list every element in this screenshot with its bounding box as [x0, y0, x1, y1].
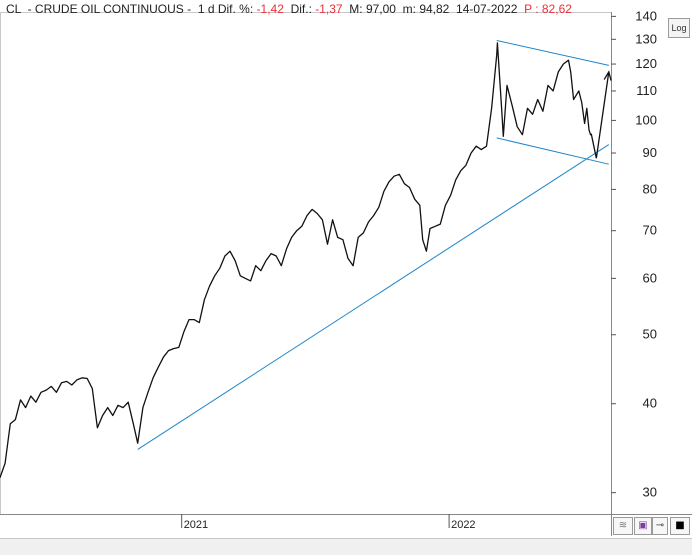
- header-min: m: 94,82: [402, 2, 450, 16]
- y-tick-label: 50: [643, 327, 657, 342]
- scrollbar[interactable]: [0, 538, 692, 555]
- y-tick-label: 60: [643, 270, 657, 285]
- color-square-icon[interactable]: ■: [670, 517, 690, 535]
- header-name: - CRUDE OIL CONTINUOUS -: [27, 2, 192, 16]
- projection-arrow-line: [590, 71, 610, 159]
- y-tick-label: 40: [643, 396, 657, 411]
- y-tick-label: 110: [636, 83, 657, 98]
- y-tick-label: 70: [643, 223, 657, 238]
- chart-header: CL - CRUDE OIL CONTINUOUS - 1 d Dif. %: …: [6, 2, 572, 16]
- header-dif-pct-value: -1,42: [256, 2, 284, 16]
- y-tick-label: 130: [635, 31, 657, 46]
- header-max: M: 97,00: [349, 2, 396, 16]
- projection-arrow-head: [603, 70, 612, 81]
- log-scale-toggle[interactable]: Log: [668, 18, 690, 38]
- y-tick-label: 140: [635, 8, 657, 23]
- header-symbol: CL: [6, 2, 21, 16]
- x-tick-label: 2022: [451, 519, 475, 531]
- header-dif-label: Dif.:: [290, 2, 312, 16]
- header-dif-value: -1,37: [315, 2, 343, 16]
- plot-area-frame: [0, 12, 612, 515]
- y-tick-label: 30: [643, 485, 657, 500]
- header-dif-pct-label: Dif. %:: [217, 2, 254, 16]
- y-tick-label: 90: [643, 145, 657, 160]
- y-tick-label: 80: [643, 181, 657, 196]
- channel-upper: [496, 40, 609, 66]
- support-line: [137, 144, 610, 450]
- header-period: 1 d: [197, 2, 215, 16]
- price-series-line: [0, 42, 592, 478]
- header-price: P : 82,62: [524, 2, 572, 16]
- pin-icon[interactable]: ⊸: [652, 517, 668, 535]
- x-tick-label: 2021: [184, 519, 208, 531]
- zigzag-icon[interactable]: ≋: [613, 517, 633, 535]
- header-date: 14-07-2022: [456, 2, 518, 16]
- channel-lower: [496, 137, 609, 165]
- save-icon[interactable]: ▣: [634, 517, 652, 535]
- y-tick-label: 100: [635, 112, 657, 127]
- y-tick-label: 120: [635, 56, 657, 71]
